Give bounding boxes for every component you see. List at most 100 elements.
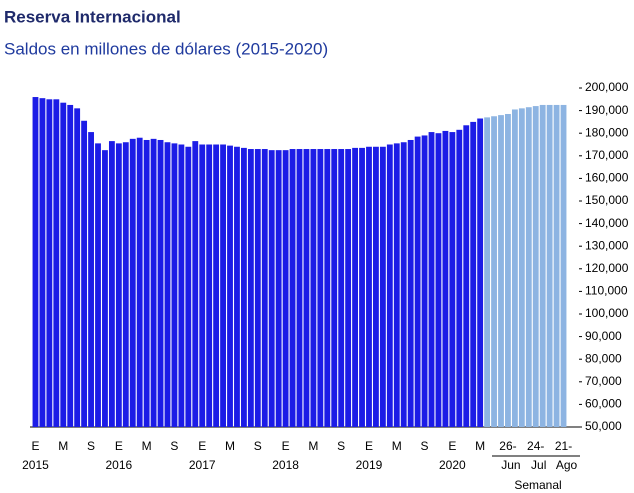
bar bbox=[115, 143, 122, 427]
bar bbox=[414, 136, 421, 427]
bar bbox=[525, 107, 532, 428]
y-tick-label: 90,000 bbox=[585, 329, 622, 343]
bar bbox=[157, 139, 164, 428]
x-tick-label: S bbox=[421, 439, 429, 453]
bar bbox=[261, 149, 268, 427]
bar bbox=[477, 118, 484, 427]
x-tick-label: M bbox=[225, 439, 235, 453]
year-label: 2016 bbox=[105, 458, 132, 472]
bar bbox=[220, 144, 226, 427]
bar bbox=[129, 138, 136, 427]
y-tick-label: 160,000 bbox=[585, 171, 629, 185]
x-tick-label: 26- bbox=[499, 439, 516, 453]
chart-subtitle: Saldos en millones de dólares (2015-2020… bbox=[4, 39, 328, 58]
y-tick-label: 180,000 bbox=[585, 125, 629, 139]
bar bbox=[108, 141, 115, 428]
bar bbox=[518, 108, 525, 427]
bar bbox=[324, 149, 331, 427]
bar bbox=[428, 132, 435, 427]
bar bbox=[379, 146, 386, 427]
bar bbox=[185, 146, 192, 427]
bar bbox=[470, 121, 477, 428]
bar bbox=[234, 146, 240, 427]
bar bbox=[421, 135, 428, 427]
bar bbox=[491, 116, 497, 427]
bar bbox=[213, 144, 220, 427]
bar bbox=[227, 145, 233, 427]
x-tick-label: E bbox=[115, 439, 123, 453]
bar bbox=[102, 150, 108, 427]
bar bbox=[532, 106, 539, 427]
bar bbox=[560, 104, 567, 427]
bar bbox=[407, 139, 414, 428]
bar bbox=[373, 146, 379, 427]
bar bbox=[95, 143, 101, 427]
y-tick-label: 50,000 bbox=[585, 419, 622, 433]
y-tick-label: 190,000 bbox=[585, 103, 629, 117]
bar bbox=[122, 142, 129, 428]
bar bbox=[88, 132, 94, 427]
bar bbox=[498, 115, 504, 428]
bar bbox=[456, 129, 463, 427]
x-tick-label: S bbox=[254, 439, 262, 453]
week-month-label: Jun bbox=[501, 458, 520, 472]
bar bbox=[164, 142, 171, 428]
bar bbox=[282, 150, 289, 427]
bar bbox=[81, 120, 88, 428]
bar bbox=[67, 104, 74, 427]
x-tick-label: M bbox=[392, 439, 402, 453]
bar bbox=[268, 150, 275, 427]
year-label: 2018 bbox=[272, 458, 299, 472]
year-label: 2017 bbox=[189, 458, 216, 472]
bar bbox=[352, 147, 359, 427]
x-tick-label: M bbox=[308, 439, 318, 453]
y-tick-label: 130,000 bbox=[585, 238, 629, 252]
week-month-label: Ago bbox=[556, 458, 578, 472]
bar bbox=[345, 149, 352, 427]
bar bbox=[74, 108, 81, 427]
bar bbox=[254, 149, 261, 427]
bar bbox=[240, 147, 247, 427]
bar bbox=[386, 144, 393, 427]
x-tick-label: E bbox=[365, 439, 373, 453]
bar bbox=[32, 97, 39, 427]
week-month-label: Jul bbox=[531, 458, 546, 472]
bar bbox=[289, 149, 296, 427]
bar bbox=[178, 144, 185, 427]
bar bbox=[331, 149, 338, 427]
bar bbox=[546, 104, 553, 427]
bar bbox=[338, 149, 345, 427]
x-tick-label: E bbox=[282, 439, 290, 453]
bar bbox=[150, 138, 157, 427]
x-tick-label: M bbox=[58, 439, 68, 453]
bar bbox=[539, 104, 546, 427]
year-label: 2019 bbox=[356, 458, 383, 472]
year-label: 2015 bbox=[22, 458, 49, 472]
y-tick-label: 140,000 bbox=[585, 216, 629, 230]
x-tick-label: M bbox=[475, 439, 485, 453]
x-tick-label: 24- bbox=[527, 439, 544, 453]
y-tick-label: 200,000 bbox=[585, 80, 629, 94]
bar bbox=[143, 139, 150, 428]
x-tick-label: S bbox=[170, 439, 178, 453]
bar bbox=[46, 99, 53, 428]
x-tick-label: M bbox=[142, 439, 152, 453]
bar bbox=[310, 149, 317, 427]
x-tick-label: E bbox=[198, 439, 206, 453]
bar bbox=[199, 144, 206, 427]
bar bbox=[484, 117, 491, 427]
bar bbox=[393, 143, 400, 427]
y-tick-label: 120,000 bbox=[585, 261, 629, 275]
y-tick-label: 110,000 bbox=[585, 284, 628, 298]
bar bbox=[505, 113, 511, 428]
weekly-label: Semanal bbox=[514, 478, 561, 492]
bar bbox=[449, 132, 456, 427]
chart-title: Reserva Internacional bbox=[4, 7, 181, 26]
bar bbox=[463, 125, 470, 427]
bar bbox=[60, 102, 67, 427]
bar bbox=[511, 109, 518, 427]
y-tick-label: 80,000 bbox=[585, 351, 622, 365]
year-label: 2020 bbox=[439, 458, 466, 472]
bar bbox=[247, 149, 254, 427]
